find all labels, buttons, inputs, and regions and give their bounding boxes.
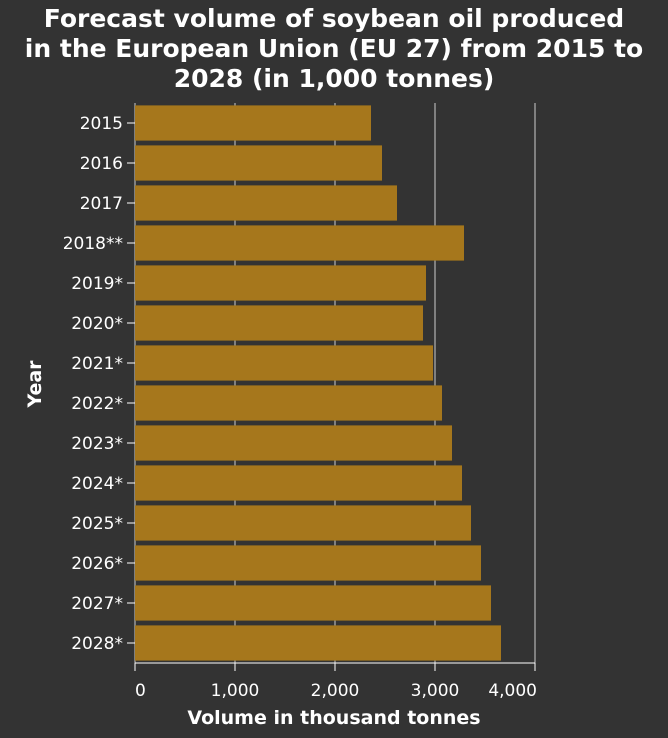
y-tick-label: 2018** xyxy=(63,234,123,254)
x-tick-label: 1,000 xyxy=(211,681,260,701)
y-axis-label: Year xyxy=(24,360,46,409)
x-axis-label: Volume in thousand tonnes xyxy=(187,707,480,729)
bar-2022 xyxy=(135,385,442,421)
y-tick-label: 2024* xyxy=(71,474,123,494)
y-tick-label: 2022* xyxy=(71,394,123,414)
chart-title: Forecast volume of soybean oil produced … xyxy=(0,4,668,94)
bar-2024 xyxy=(135,465,462,501)
bar-2021 xyxy=(135,345,433,381)
bar-2019 xyxy=(135,265,426,301)
bar-2026 xyxy=(135,545,481,581)
bar-2028 xyxy=(135,625,501,661)
x-tick-label: 3,000 xyxy=(411,681,460,701)
y-tick-label: 2015 xyxy=(80,114,123,134)
y-tick-label: 2026* xyxy=(71,554,123,574)
chart-title-line-2: in the European Union (EU 27) from 2015 … xyxy=(24,34,644,63)
bar-2023 xyxy=(135,425,452,461)
chart-title-line-1: Forecast volume of soybean oil produced xyxy=(43,4,625,33)
chart-title-line-3: 2028 (in 1,000 tonnes) xyxy=(173,64,495,93)
y-tick-label: 2028* xyxy=(71,634,123,654)
bars xyxy=(135,105,501,661)
y-tick-label: 2020* xyxy=(71,314,123,334)
bar-2015 xyxy=(135,105,371,141)
y-tick-label: 2017 xyxy=(80,194,123,214)
y-tick-label: 2019* xyxy=(71,274,123,294)
y-tick-label: 2016 xyxy=(80,154,123,174)
x-tick-label: 0 xyxy=(135,681,146,701)
axes: 2015 2016 2017 2018** 2019* 2020* 2021* 2022* 20… xyxy=(63,114,537,701)
y-tick-label: 2021* xyxy=(71,354,123,374)
bar-2016 xyxy=(135,145,382,181)
y-tick-label: 2023* xyxy=(71,434,123,454)
y-tick-label: 2025* xyxy=(71,514,123,534)
bar-2017 xyxy=(135,185,397,221)
bar-2025 xyxy=(135,505,471,541)
x-tick-label: 4,000 xyxy=(488,681,537,701)
x-tick-label: 2,000 xyxy=(311,681,360,701)
y-tick-label: 2027* xyxy=(71,594,123,614)
bar-2020 xyxy=(135,305,423,341)
bar-2027 xyxy=(135,585,491,621)
bar-2018 xyxy=(135,225,464,261)
